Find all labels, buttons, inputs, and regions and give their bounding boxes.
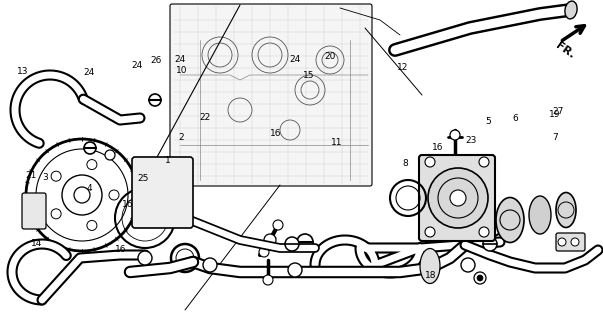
Ellipse shape <box>565 1 577 19</box>
Text: FR.: FR. <box>554 40 576 60</box>
Text: 18: 18 <box>425 271 437 280</box>
Text: 24: 24 <box>174 55 185 64</box>
Circle shape <box>425 227 435 237</box>
Circle shape <box>105 150 115 160</box>
FancyBboxPatch shape <box>22 193 46 229</box>
Text: 1: 1 <box>165 156 171 164</box>
Ellipse shape <box>420 249 440 284</box>
Circle shape <box>87 220 97 230</box>
Text: 20: 20 <box>325 52 336 61</box>
Circle shape <box>84 142 96 154</box>
Circle shape <box>149 94 161 106</box>
Circle shape <box>288 263 302 277</box>
Text: 12: 12 <box>397 63 408 72</box>
Text: 16: 16 <box>115 245 127 254</box>
Circle shape <box>479 157 489 167</box>
Text: 11: 11 <box>330 138 343 147</box>
Ellipse shape <box>529 196 551 234</box>
Text: 6: 6 <box>513 114 519 123</box>
Text: 7: 7 <box>552 133 558 142</box>
Text: 21: 21 <box>26 171 37 180</box>
Text: 25: 25 <box>138 174 149 183</box>
Text: 19: 19 <box>549 110 561 119</box>
Circle shape <box>263 275 273 285</box>
Circle shape <box>28 198 40 210</box>
Text: 24: 24 <box>84 68 95 76</box>
Text: 22: 22 <box>200 113 210 122</box>
FancyBboxPatch shape <box>556 233 585 251</box>
Circle shape <box>297 234 313 250</box>
Circle shape <box>461 258 475 272</box>
Circle shape <box>477 275 483 281</box>
Text: 3: 3 <box>42 173 48 182</box>
Circle shape <box>264 234 276 246</box>
Circle shape <box>450 130 460 140</box>
Circle shape <box>479 227 489 237</box>
Circle shape <box>483 237 497 251</box>
Text: 16: 16 <box>432 143 444 152</box>
Circle shape <box>138 251 152 265</box>
Text: 27: 27 <box>552 107 563 116</box>
FancyBboxPatch shape <box>419 155 495 241</box>
Ellipse shape <box>556 193 576 228</box>
Text: 10: 10 <box>176 66 188 75</box>
Text: 17: 17 <box>457 193 469 202</box>
Text: 16: 16 <box>270 129 282 138</box>
Circle shape <box>474 272 486 284</box>
Text: 4: 4 <box>86 184 92 193</box>
Text: 24: 24 <box>290 55 301 64</box>
Circle shape <box>450 190 466 206</box>
Circle shape <box>558 238 566 246</box>
Text: 24: 24 <box>132 61 143 70</box>
Text: 5: 5 <box>485 117 491 126</box>
Circle shape <box>428 168 488 228</box>
Text: 15: 15 <box>303 71 315 80</box>
Text: 13: 13 <box>17 67 29 76</box>
Circle shape <box>51 209 61 219</box>
Text: 2: 2 <box>178 133 184 142</box>
Circle shape <box>259 247 269 257</box>
Circle shape <box>87 160 97 170</box>
Text: 23: 23 <box>466 136 477 145</box>
FancyBboxPatch shape <box>170 4 372 186</box>
Text: 26: 26 <box>150 56 161 65</box>
Circle shape <box>203 258 217 272</box>
Circle shape <box>285 237 299 251</box>
Text: 8: 8 <box>402 159 408 168</box>
Text: 16: 16 <box>122 200 134 209</box>
Text: 9: 9 <box>431 200 437 209</box>
Circle shape <box>51 171 61 181</box>
Circle shape <box>273 220 283 230</box>
Circle shape <box>74 187 90 203</box>
Ellipse shape <box>496 197 524 243</box>
Circle shape <box>109 190 119 200</box>
FancyBboxPatch shape <box>132 157 193 228</box>
Circle shape <box>571 238 579 246</box>
Text: 14: 14 <box>31 239 42 248</box>
Circle shape <box>425 157 435 167</box>
